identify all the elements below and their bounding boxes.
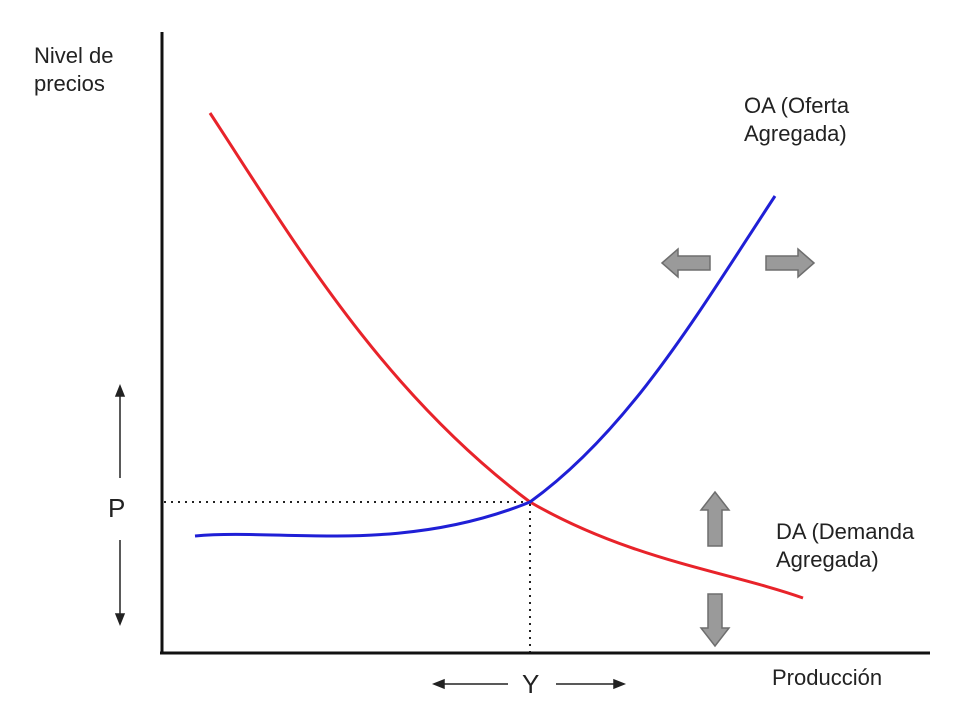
- equilibrium-price-label: P: [108, 493, 126, 523]
- da-label-line-2: Agregada): [776, 547, 879, 572]
- y-axis-label: Nivel de precios: [34, 42, 113, 98]
- arrow-right-icon: [765, 247, 816, 279]
- oa-label-line-1: OA (Oferta: [744, 93, 850, 118]
- da-curve-label: DA (Demanda Agregada): [776, 518, 914, 574]
- oa-curve-label: OA (Oferta Agregada): [744, 92, 849, 148]
- y-axis-label-line-1: Nivel de: [34, 43, 114, 68]
- da-label-line-1: DA (Demanda: [776, 519, 915, 544]
- arrow-left-icon: [660, 247, 711, 279]
- x-axis-label: Producción: [772, 665, 883, 690]
- y-axis-label-line-2: precios: [34, 71, 105, 96]
- output-range-arrow: [431, 678, 627, 690]
- price-range-arrow: [114, 383, 126, 627]
- arrow-down-icon: [699, 593, 731, 648]
- oa-label-line-2: Agregada): [744, 121, 847, 146]
- da-curve: [208, 112, 804, 600]
- equilibrium-output-label: Y: [522, 669, 540, 699]
- oa-curve: [194, 195, 777, 538]
- arrow-up-icon: [699, 490, 731, 547]
